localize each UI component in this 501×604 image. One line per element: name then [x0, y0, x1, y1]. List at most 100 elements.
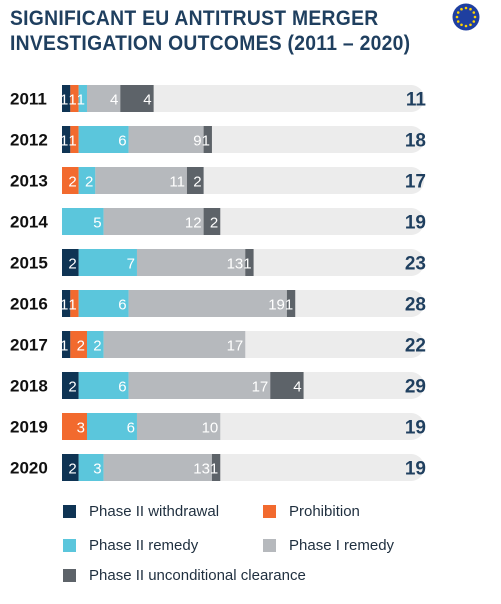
- data-label: 3: [93, 461, 101, 478]
- total-label: 19: [405, 213, 426, 234]
- bar-segment-phase-ii-withdrawal: [62, 454, 79, 481]
- data-label: 2: [68, 174, 76, 191]
- bar-segment-phase-i-remedy: [128, 290, 287, 317]
- eu-flag-star: [473, 15, 477, 19]
- bar-segment-phase-ii-remedy: [86, 413, 137, 440]
- bar-segment-phase-ii-unconditional-clearance: [270, 372, 304, 399]
- bar-segment-phase-ii-withdrawal: [62, 331, 71, 358]
- data-label: 5: [93, 215, 101, 232]
- bar-segment-phase-ii-withdrawal: [62, 372, 79, 399]
- data-label: 6: [127, 420, 135, 437]
- total-label: 11: [406, 90, 427, 111]
- data-label: 17: [252, 379, 269, 396]
- bar-segment-prohibition: [62, 167, 79, 194]
- eu-flag-star: [464, 24, 468, 28]
- data-label: 4: [110, 92, 118, 109]
- data-label: 2: [93, 338, 101, 355]
- data-label: 4: [143, 92, 151, 109]
- total-label: 17: [405, 172, 426, 193]
- bar-segment-prohibition: [62, 413, 87, 440]
- data-label: 2: [85, 174, 93, 191]
- data-label: 2: [68, 461, 76, 478]
- bar-segment-phase-i-remedy: [128, 126, 204, 153]
- category-label: 2018: [10, 377, 48, 396]
- data-label: 1: [68, 92, 76, 109]
- category-label: 2012: [10, 131, 48, 150]
- bar-segment-phase-ii-unconditional-clearance: [203, 208, 221, 235]
- bar-segment-phase-ii-remedy: [78, 454, 104, 481]
- eu-flag-star: [455, 15, 459, 19]
- data-label: 1: [68, 297, 76, 314]
- bar-segment-phase-i-remedy: [103, 208, 204, 235]
- data-label: 1: [60, 92, 68, 109]
- bar-segment-phase-ii-withdrawal: [62, 290, 71, 317]
- data-label: 17: [227, 338, 244, 355]
- total-label: 23: [405, 254, 426, 275]
- data-label: 2: [77, 338, 85, 355]
- data-label: 4: [293, 379, 301, 396]
- category-label: 2013: [10, 172, 48, 191]
- eu-flag-star: [469, 7, 472, 11]
- data-label: 6: [118, 379, 126, 396]
- bar-segment-phase-ii-remedy: [62, 208, 104, 235]
- data-label: 3: [77, 420, 85, 437]
- data-label: 1: [60, 338, 68, 355]
- data-label: 2: [68, 379, 76, 396]
- data-label: 1: [243, 256, 251, 273]
- bar-segment-prohibition: [70, 331, 87, 358]
- data-label: 1: [60, 133, 68, 150]
- data-label: 6: [118, 133, 126, 150]
- eu-flag-icon: [452, 3, 480, 31]
- eu-flag-star: [456, 20, 460, 23]
- bar-segment-phase-ii-unconditional-clearance: [211, 454, 221, 481]
- bar-segment-phase-ii-remedy: [78, 167, 96, 194]
- data-label: 1: [210, 461, 218, 478]
- bar-segment-phase-i-remedy: [128, 372, 271, 399]
- bar-segment-phase-i-remedy: [103, 454, 212, 481]
- bar-segment-phase-i-remedy: [103, 331, 246, 358]
- data-label: 7: [127, 256, 135, 273]
- bar-segment-phase-ii-remedy: [78, 85, 87, 112]
- bar-segment-phase-ii-unconditional-clearance: [245, 249, 254, 276]
- total-label: 19: [405, 459, 426, 480]
- total-label: 22: [405, 336, 426, 357]
- eu-flag-star: [464, 6, 468, 10]
- bar-segment-phase-ii-remedy: [86, 331, 104, 358]
- bar-segment-phase-ii-unconditional-clearance: [120, 85, 154, 112]
- category-label: 2017: [10, 336, 48, 355]
- data-label: 6: [118, 297, 126, 314]
- eu-flag-star: [460, 7, 463, 11]
- chart-title-line-2: INVESTIGATION OUTCOMES (2011 – 2020): [10, 32, 411, 55]
- bar-segment-phase-i-remedy: [136, 249, 246, 276]
- data-label: 12: [185, 215, 202, 232]
- data-label: 1: [68, 133, 76, 150]
- chart-title-line-1: SIGNIFICANT EU ANTITRUST MERGER: [10, 7, 379, 30]
- eu-flag-star: [460, 23, 463, 27]
- data-label: 10: [202, 420, 219, 437]
- bar-segment-phase-ii-withdrawal: [62, 85, 71, 112]
- bar-segment-phase-ii-withdrawal: [62, 249, 79, 276]
- data-label: 1: [60, 297, 68, 314]
- bar-segment-phase-i-remedy: [95, 167, 187, 194]
- data-label: 1: [77, 92, 85, 109]
- data-label: 1: [285, 297, 293, 314]
- data-label: 2: [210, 215, 218, 232]
- chart-title: SIGNIFICANT EU ANTITRUST MERGER INVESTIG…: [10, 6, 411, 56]
- total-label: 18: [405, 131, 426, 152]
- data-label: 2: [68, 256, 76, 273]
- bar-segment-prohibition: [70, 126, 79, 153]
- bar-segment-phase-ii-remedy: [78, 290, 129, 317]
- category-label: 2014: [10, 213, 48, 232]
- category-label: 2015: [10, 254, 48, 273]
- total-label: 19: [405, 418, 426, 439]
- bar-segment-phase-ii-remedy: [78, 249, 137, 276]
- bar-segment-phase-i-remedy: [86, 85, 121, 112]
- data-label: 13: [227, 256, 244, 273]
- bar-segment-phase-ii-unconditional-clearance: [186, 167, 204, 194]
- data-label: 11: [169, 174, 185, 191]
- data-label: 19: [268, 297, 285, 314]
- bar-segment-phase-ii-withdrawal: [62, 126, 71, 153]
- eu-flag-star: [456, 11, 460, 14]
- eu-flag-star: [469, 23, 472, 27]
